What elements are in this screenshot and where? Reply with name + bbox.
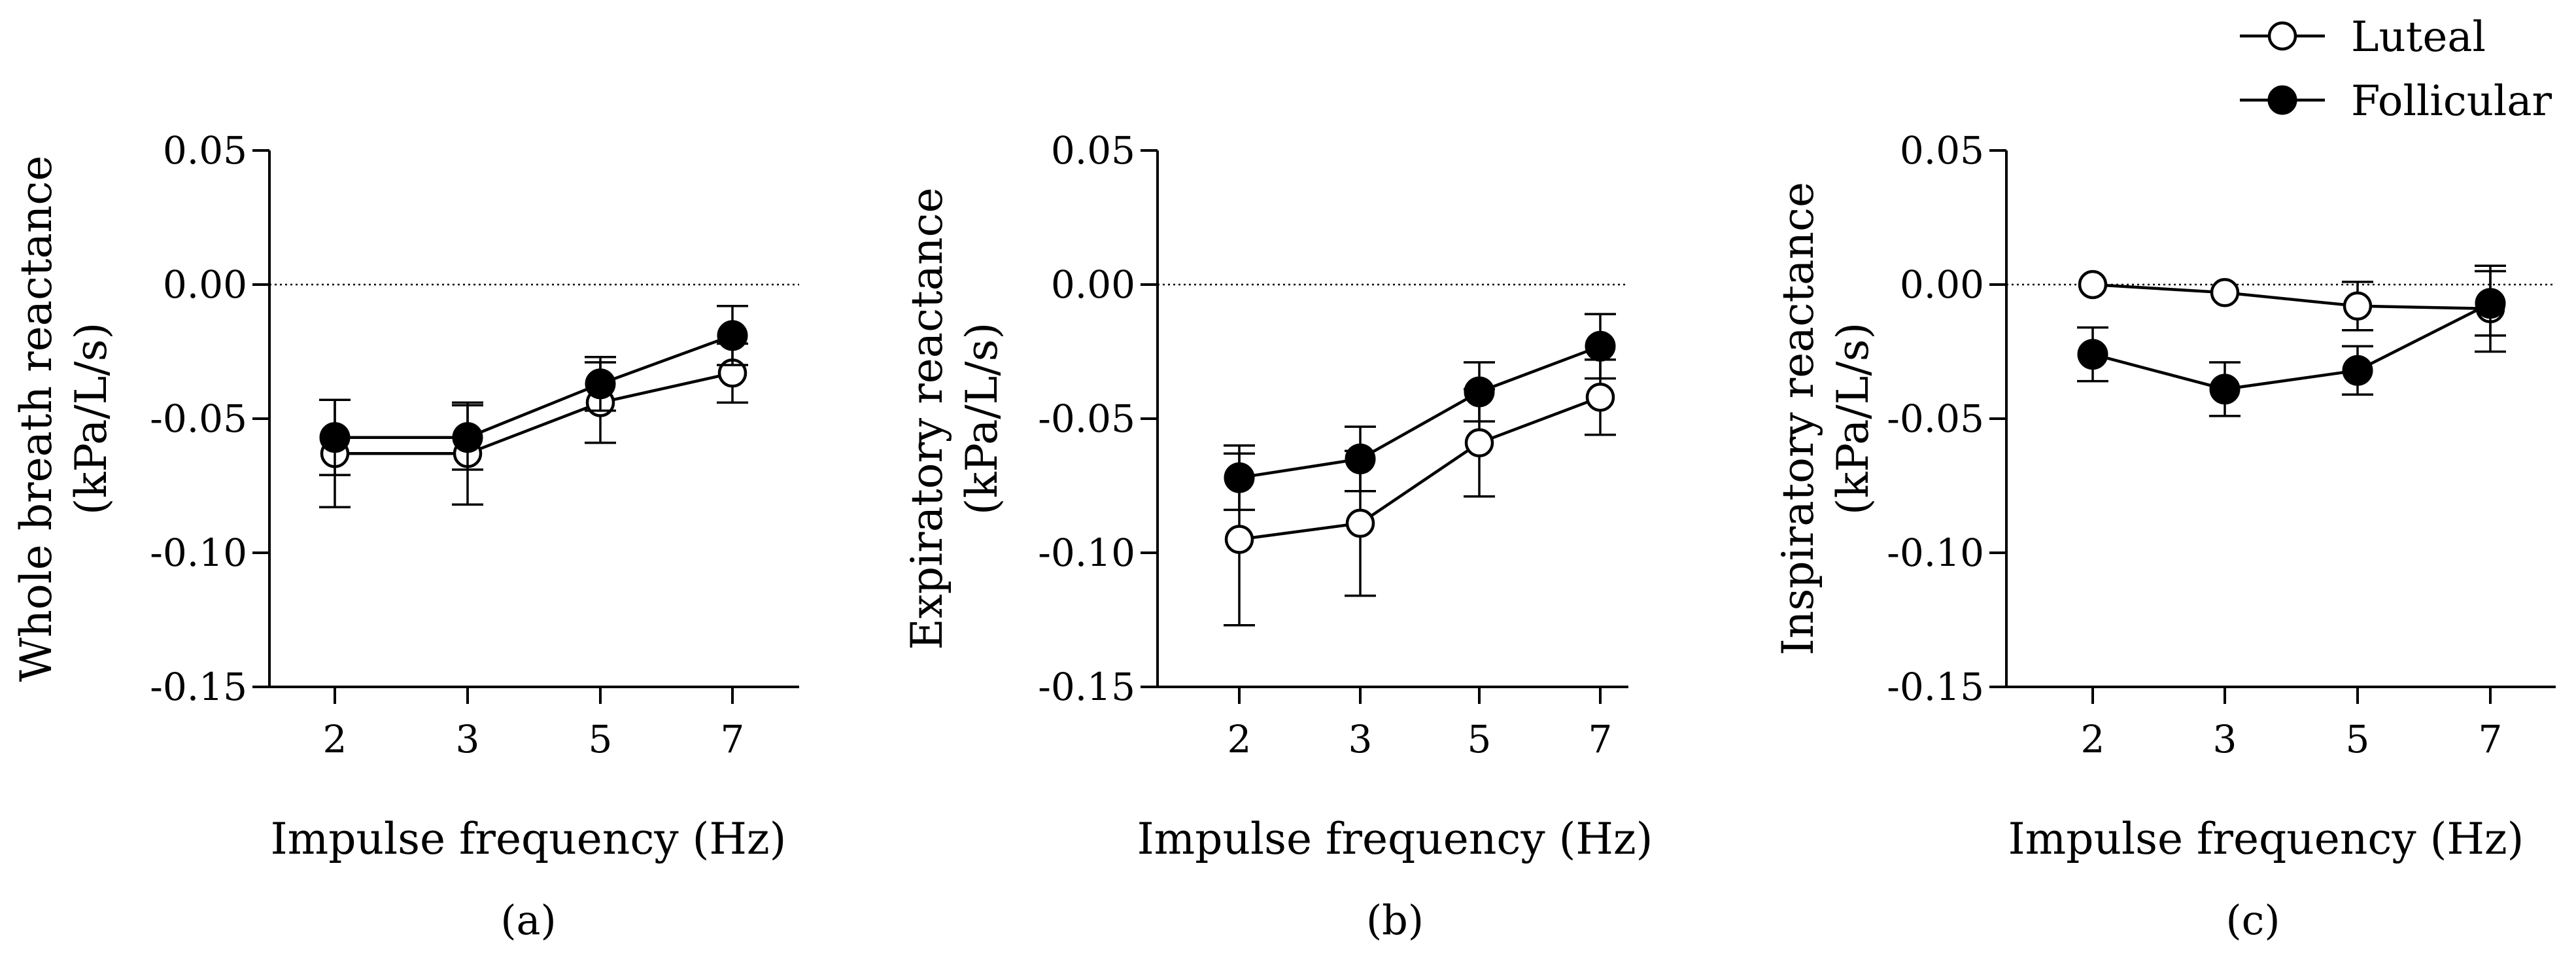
x-axis-label: Impulse frequency (Hz) (1137, 814, 1653, 864)
series-line-luteal (1239, 396, 1601, 541)
panel-label: (b) (1366, 896, 1424, 944)
data-point-follicular (319, 422, 351, 453)
legend-label-luteal: Luteal (2351, 13, 2486, 61)
data-point-luteal (1345, 508, 1375, 538)
data-point-luteal (1585, 382, 1615, 412)
data-point-follicular (1585, 330, 1616, 362)
y-axis-label-line-2: (kPa/L/s) (1828, 323, 1878, 515)
series-line-follicular (1239, 345, 1601, 480)
x-tick-label: 5 (1468, 717, 1492, 761)
y-tick-label: 0.05 (1900, 128, 1984, 173)
panel-b: Expiratory reactance (kPa/L/s) Impulse f… (902, 128, 1653, 944)
y-tick-label: -0.15 (1038, 665, 1135, 709)
y-axis-label-line-1: Whole breath reactance (11, 156, 61, 682)
series-line-follicular (335, 334, 733, 439)
y-tick-label: -0.05 (1887, 396, 1984, 441)
data-point-follicular (2209, 374, 2241, 405)
x-tick-label: 2 (323, 717, 347, 761)
data-point-luteal (2210, 278, 2240, 307)
series-line-luteal (335, 372, 733, 455)
legend-marker-follicular (2267, 85, 2297, 115)
y-tick-label: -0.05 (150, 396, 247, 441)
y-tick-label: 0.00 (1051, 262, 1135, 307)
panel-label: (c) (2225, 896, 2280, 944)
panel-c: Inspiratory reactance (kPa/L/s) Impulse … (1773, 128, 2556, 944)
series-line-luteal (2092, 283, 2491, 311)
data-point-follicular (2475, 288, 2506, 319)
y-tick-label: 0.05 (163, 128, 247, 173)
x-axis-label: Impulse frequency (Hz) (271, 814, 787, 864)
panel-label: (a) (500, 896, 556, 944)
data-point-follicular (1345, 444, 1376, 474)
y-tick-label: -0.10 (1038, 531, 1135, 575)
x-tick-label: 2 (2081, 717, 2105, 761)
y-tick-label: -0.10 (150, 531, 247, 575)
data-point-follicular (717, 320, 748, 351)
y-axis-label-line-1: Inspiratory reactance (1773, 182, 1823, 655)
data-point-follicular (585, 368, 616, 400)
data-point-luteal (2343, 291, 2373, 321)
y-axis-label-line-2: (kPa/L/s) (66, 323, 116, 515)
y-axis-label-line-2: (kPa/L/s) (957, 323, 1007, 515)
y-tick-label: -0.05 (1038, 396, 1135, 441)
x-tick-label: 3 (456, 717, 480, 761)
panel-a: Whole breath reactance (kPa/L/s) Impulse… (11, 128, 799, 944)
x-tick-label: 7 (1589, 717, 1613, 761)
y-tick-label: 0.00 (1900, 262, 1984, 307)
x-tick-label: 2 (1228, 717, 1252, 761)
legend: Luteal Follicular (2240, 13, 2552, 126)
y-tick-label: 0.05 (1051, 128, 1135, 173)
x-tick-label: 5 (589, 717, 613, 761)
x-tick-label: 7 (2479, 717, 2503, 761)
data-point-luteal (2078, 270, 2108, 300)
legend-marker-luteal (2267, 21, 2297, 51)
series-line-follicular (2092, 302, 2492, 391)
x-tick-label: 7 (721, 717, 745, 761)
data-point-follicular (1224, 462, 1255, 493)
y-tick-label: -0.10 (1887, 531, 1984, 575)
data-point-luteal (1464, 428, 1494, 458)
y-axis-label-line-1: Expiratory reactance (902, 187, 952, 650)
data-point-follicular (1464, 376, 1495, 408)
data-point-follicular (2077, 339, 2108, 370)
data-point-follicular (452, 422, 483, 453)
y-tick-label: -0.15 (150, 665, 247, 709)
data-point-luteal (1224, 525, 1254, 554)
y-tick-label: 0.00 (163, 262, 247, 307)
y-tick-label: -0.15 (1887, 665, 1984, 709)
x-tick-label: 3 (2213, 717, 2237, 761)
data-point-follicular (2342, 355, 2373, 386)
x-tick-label: 5 (2346, 717, 2370, 761)
x-axis-label: Impulse frequency (Hz) (2008, 814, 2524, 864)
legend-label-follicular: Follicular (2351, 77, 2552, 126)
x-tick-label: 3 (1348, 717, 1373, 761)
